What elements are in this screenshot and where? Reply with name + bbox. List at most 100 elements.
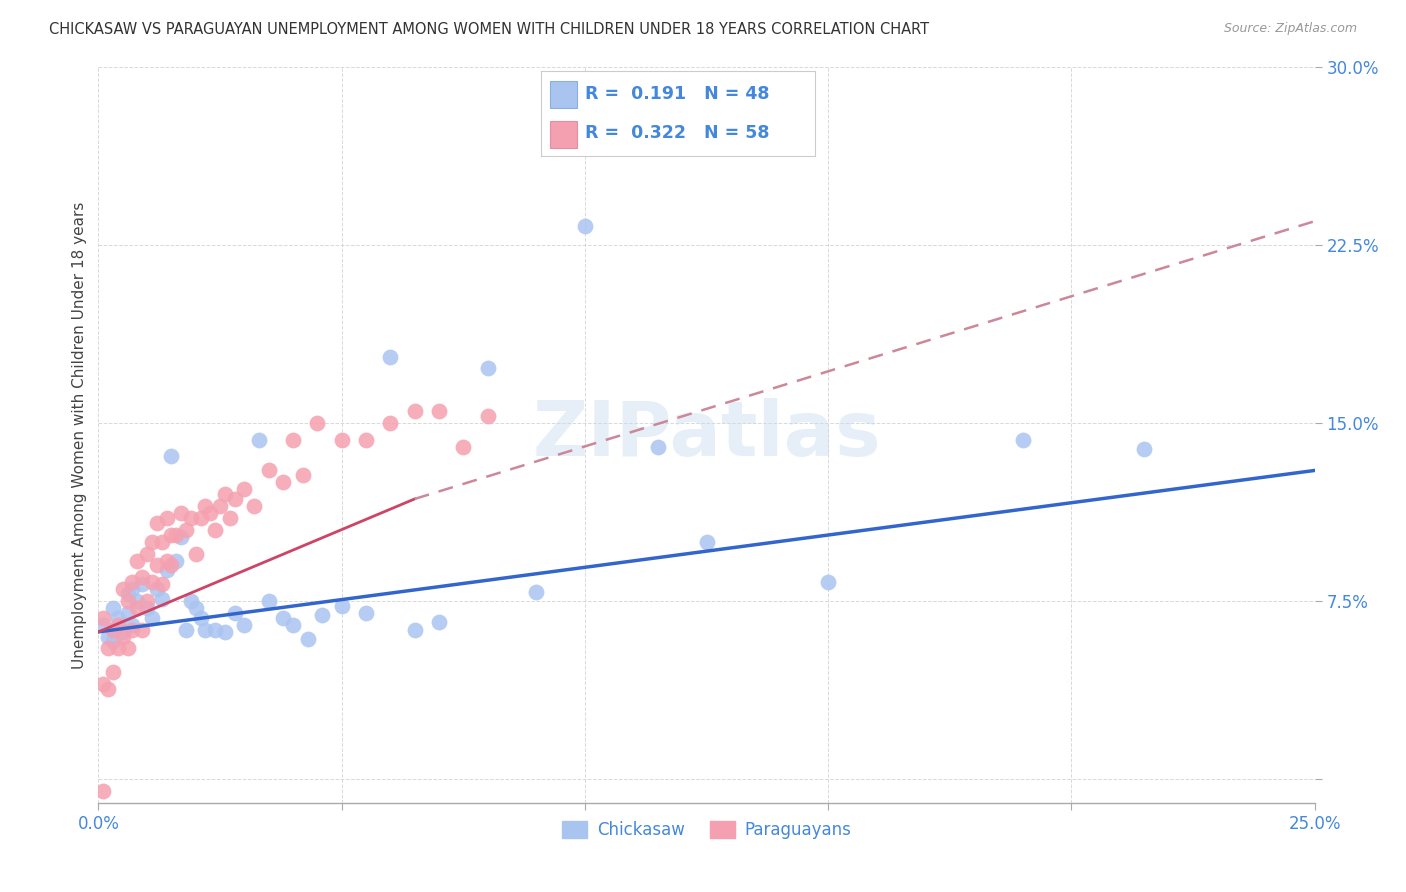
Point: [174, 623, 197, 637]
Point: [200, 506, 222, 520]
Point: [404, 404, 426, 418]
Point: [281, 433, 304, 447]
Point: [150, 577, 173, 591]
Point: [243, 499, 266, 513]
Point: [214, 487, 236, 501]
Point: [184, 547, 207, 561]
Point: [170, 506, 193, 520]
Point: [209, 499, 232, 513]
Point: [247, 433, 270, 447]
Point: [146, 516, 169, 530]
Point: [121, 582, 143, 596]
Point: [257, 594, 280, 608]
Point: [330, 599, 353, 613]
Point: [404, 623, 426, 637]
Point: [121, 617, 143, 632]
Point: [127, 594, 149, 608]
Point: [111, 630, 134, 644]
Point: [281, 617, 304, 632]
Point: [146, 558, 169, 573]
Text: CHICKASAW VS PARAGUAYAN UNEMPLOYMENT AMONG WOMEN WITH CHILDREN UNDER 18 YEARS CO: CHICKASAW VS PARAGUAYAN UNEMPLOYMENT AMO…: [49, 22, 929, 37]
Point: [150, 534, 173, 549]
Point: [117, 641, 139, 656]
Point: [155, 563, 177, 577]
Point: [330, 433, 353, 447]
Point: [165, 554, 187, 568]
Point: [204, 623, 226, 637]
Point: [107, 617, 129, 632]
Point: [190, 511, 212, 525]
Point: [165, 527, 187, 541]
Point: [477, 409, 499, 423]
Point: [146, 582, 169, 596]
Point: [155, 554, 177, 568]
Point: [141, 574, 163, 589]
Point: [174, 523, 197, 537]
Point: [224, 606, 246, 620]
Point: [107, 641, 129, 656]
Point: [257, 463, 280, 477]
Point: [696, 534, 718, 549]
Point: [97, 630, 120, 644]
Point: [160, 558, 183, 573]
Point: [111, 624, 134, 639]
Point: [1133, 442, 1156, 456]
Text: R =  0.191   N = 48: R = 0.191 N = 48: [585, 86, 769, 103]
Point: [91, 677, 114, 691]
Point: [170, 530, 193, 544]
Point: [1011, 433, 1033, 447]
Point: [817, 574, 839, 589]
Point: [180, 594, 202, 608]
Point: [477, 361, 499, 376]
Point: [111, 582, 134, 596]
Text: R =  0.322   N = 58: R = 0.322 N = 58: [585, 124, 769, 142]
Point: [204, 523, 226, 537]
Point: [91, 617, 114, 632]
Point: [150, 591, 173, 606]
Point: [380, 416, 402, 430]
Point: [291, 468, 314, 483]
Point: [218, 511, 240, 525]
Point: [136, 601, 159, 615]
Point: [307, 416, 329, 430]
FancyBboxPatch shape: [550, 80, 576, 108]
Point: [297, 632, 319, 646]
Point: [97, 681, 120, 696]
Point: [155, 511, 177, 525]
Point: [91, 610, 114, 624]
Point: [117, 594, 139, 608]
Text: ZIPatlas: ZIPatlas: [533, 398, 880, 472]
Point: [131, 570, 153, 584]
Point: [271, 610, 294, 624]
Point: [127, 554, 149, 568]
Point: [121, 623, 143, 637]
Point: [136, 594, 159, 608]
Point: [380, 350, 402, 364]
Point: [107, 610, 129, 624]
Point: [117, 587, 139, 601]
Point: [117, 606, 139, 620]
Y-axis label: Unemployment Among Women with Children Under 18 years: Unemployment Among Women with Children U…: [72, 202, 87, 668]
Point: [136, 547, 159, 561]
Point: [101, 634, 124, 648]
Point: [574, 219, 596, 233]
Point: [194, 499, 217, 513]
Point: [91, 784, 114, 798]
Point: [427, 615, 450, 630]
Point: [190, 610, 212, 624]
Point: [453, 440, 475, 454]
Point: [184, 601, 207, 615]
Point: [224, 491, 246, 506]
Point: [160, 449, 183, 463]
Point: [127, 601, 149, 615]
Point: [141, 610, 163, 624]
Point: [101, 665, 124, 680]
Point: [647, 440, 669, 454]
Point: [141, 534, 163, 549]
Point: [427, 404, 450, 418]
Point: [121, 574, 143, 589]
Point: [97, 641, 120, 656]
Point: [524, 584, 547, 599]
Point: [233, 617, 256, 632]
Point: [131, 623, 153, 637]
